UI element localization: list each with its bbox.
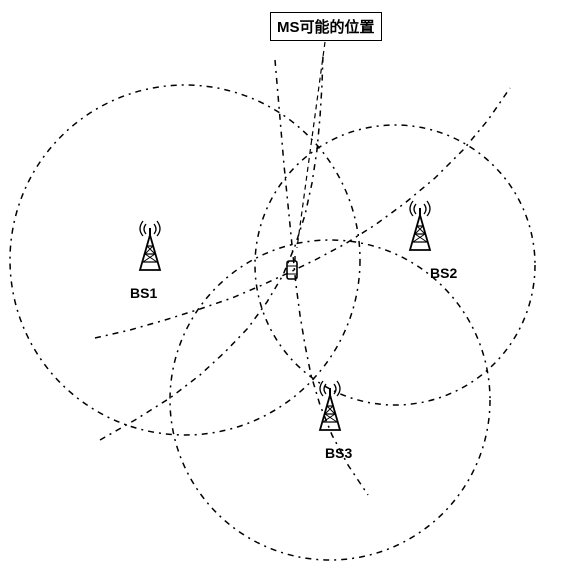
station-label-bs2: BS2 <box>430 265 457 281</box>
hyperbola-h13 <box>100 55 323 440</box>
station-label-bs3: BS3 <box>325 445 352 461</box>
range-circle-c1 <box>10 85 360 435</box>
ms-possible-position-label-box: MS可能的位置 <box>270 12 382 41</box>
station-label-bs1: BS1 <box>130 285 157 301</box>
label-leader-line <box>297 42 325 248</box>
diagram-svg <box>0 0 579 571</box>
base-station-tower-BS2 <box>410 201 430 250</box>
hyperbola-h23 <box>95 88 510 338</box>
base-station-tower-BS1 <box>140 221 160 270</box>
range-circle-c3 <box>170 240 490 560</box>
diagram-stage: MS可能的位置 BS1 BS2 BS3 <box>0 0 579 571</box>
base-station-tower-BS3 <box>320 381 340 430</box>
ms-possible-position-label: MS可能的位置 <box>277 19 375 36</box>
